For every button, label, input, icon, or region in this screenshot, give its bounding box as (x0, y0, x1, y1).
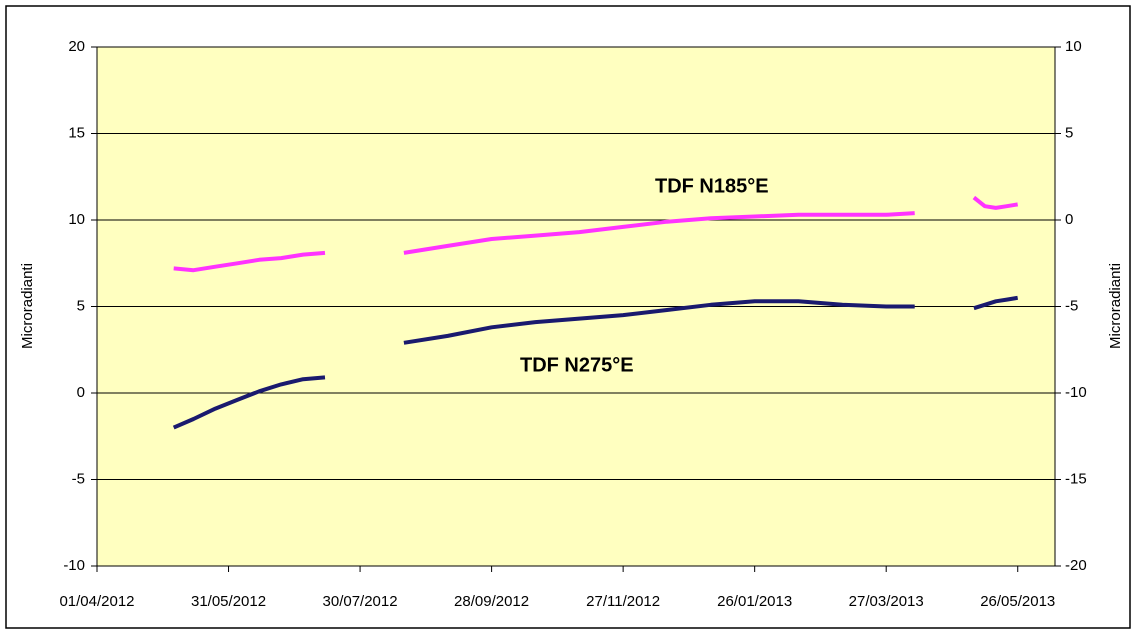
x-tick-label: 31/05/2012 (191, 593, 266, 610)
x-tick-label: 28/09/2012 (454, 593, 529, 610)
series-line (173, 195, 1019, 273)
x-tick-label: 27/03/2013 (849, 593, 924, 610)
x-tick-label: 30/07/2012 (323, 593, 398, 610)
x-tick-label: 27/11/2012 (586, 593, 660, 610)
y-tick-label: -10 (63, 557, 85, 574)
y-tick-label: 15 (68, 124, 85, 141)
x-tick-label: 26/05/2013 (980, 593, 1055, 610)
y-tick-label: 20 (68, 38, 85, 55)
series-annotation: TDF N185°E (655, 175, 769, 197)
y-tick-label: 5 (77, 297, 85, 314)
y2-tick-label: -10 (1065, 384, 1087, 401)
series-line (172, 295, 1019, 430)
y-tick-label: -5 (72, 470, 85, 487)
y-tick-label: 0 (77, 384, 85, 401)
y2-tick-label: -20 (1065, 557, 1087, 574)
series-annotation: TDF N275°E (520, 354, 634, 376)
y-axis-title: Microradianti (19, 263, 36, 349)
y2-tick-label: 5 (1065, 124, 1073, 141)
y2-tick-label: 0 (1065, 211, 1073, 228)
y2-tick-label: 10 (1065, 38, 1082, 55)
y-tick-label: 10 (68, 211, 85, 228)
y2-tick-label: -5 (1065, 297, 1078, 314)
x-tick-label: 01/04/2012 (59, 593, 134, 610)
y2-tick-label: -15 (1065, 470, 1087, 487)
y2-axis-title: Microradianti (1107, 263, 1124, 349)
x-tick-label: 26/01/2013 (717, 593, 792, 610)
